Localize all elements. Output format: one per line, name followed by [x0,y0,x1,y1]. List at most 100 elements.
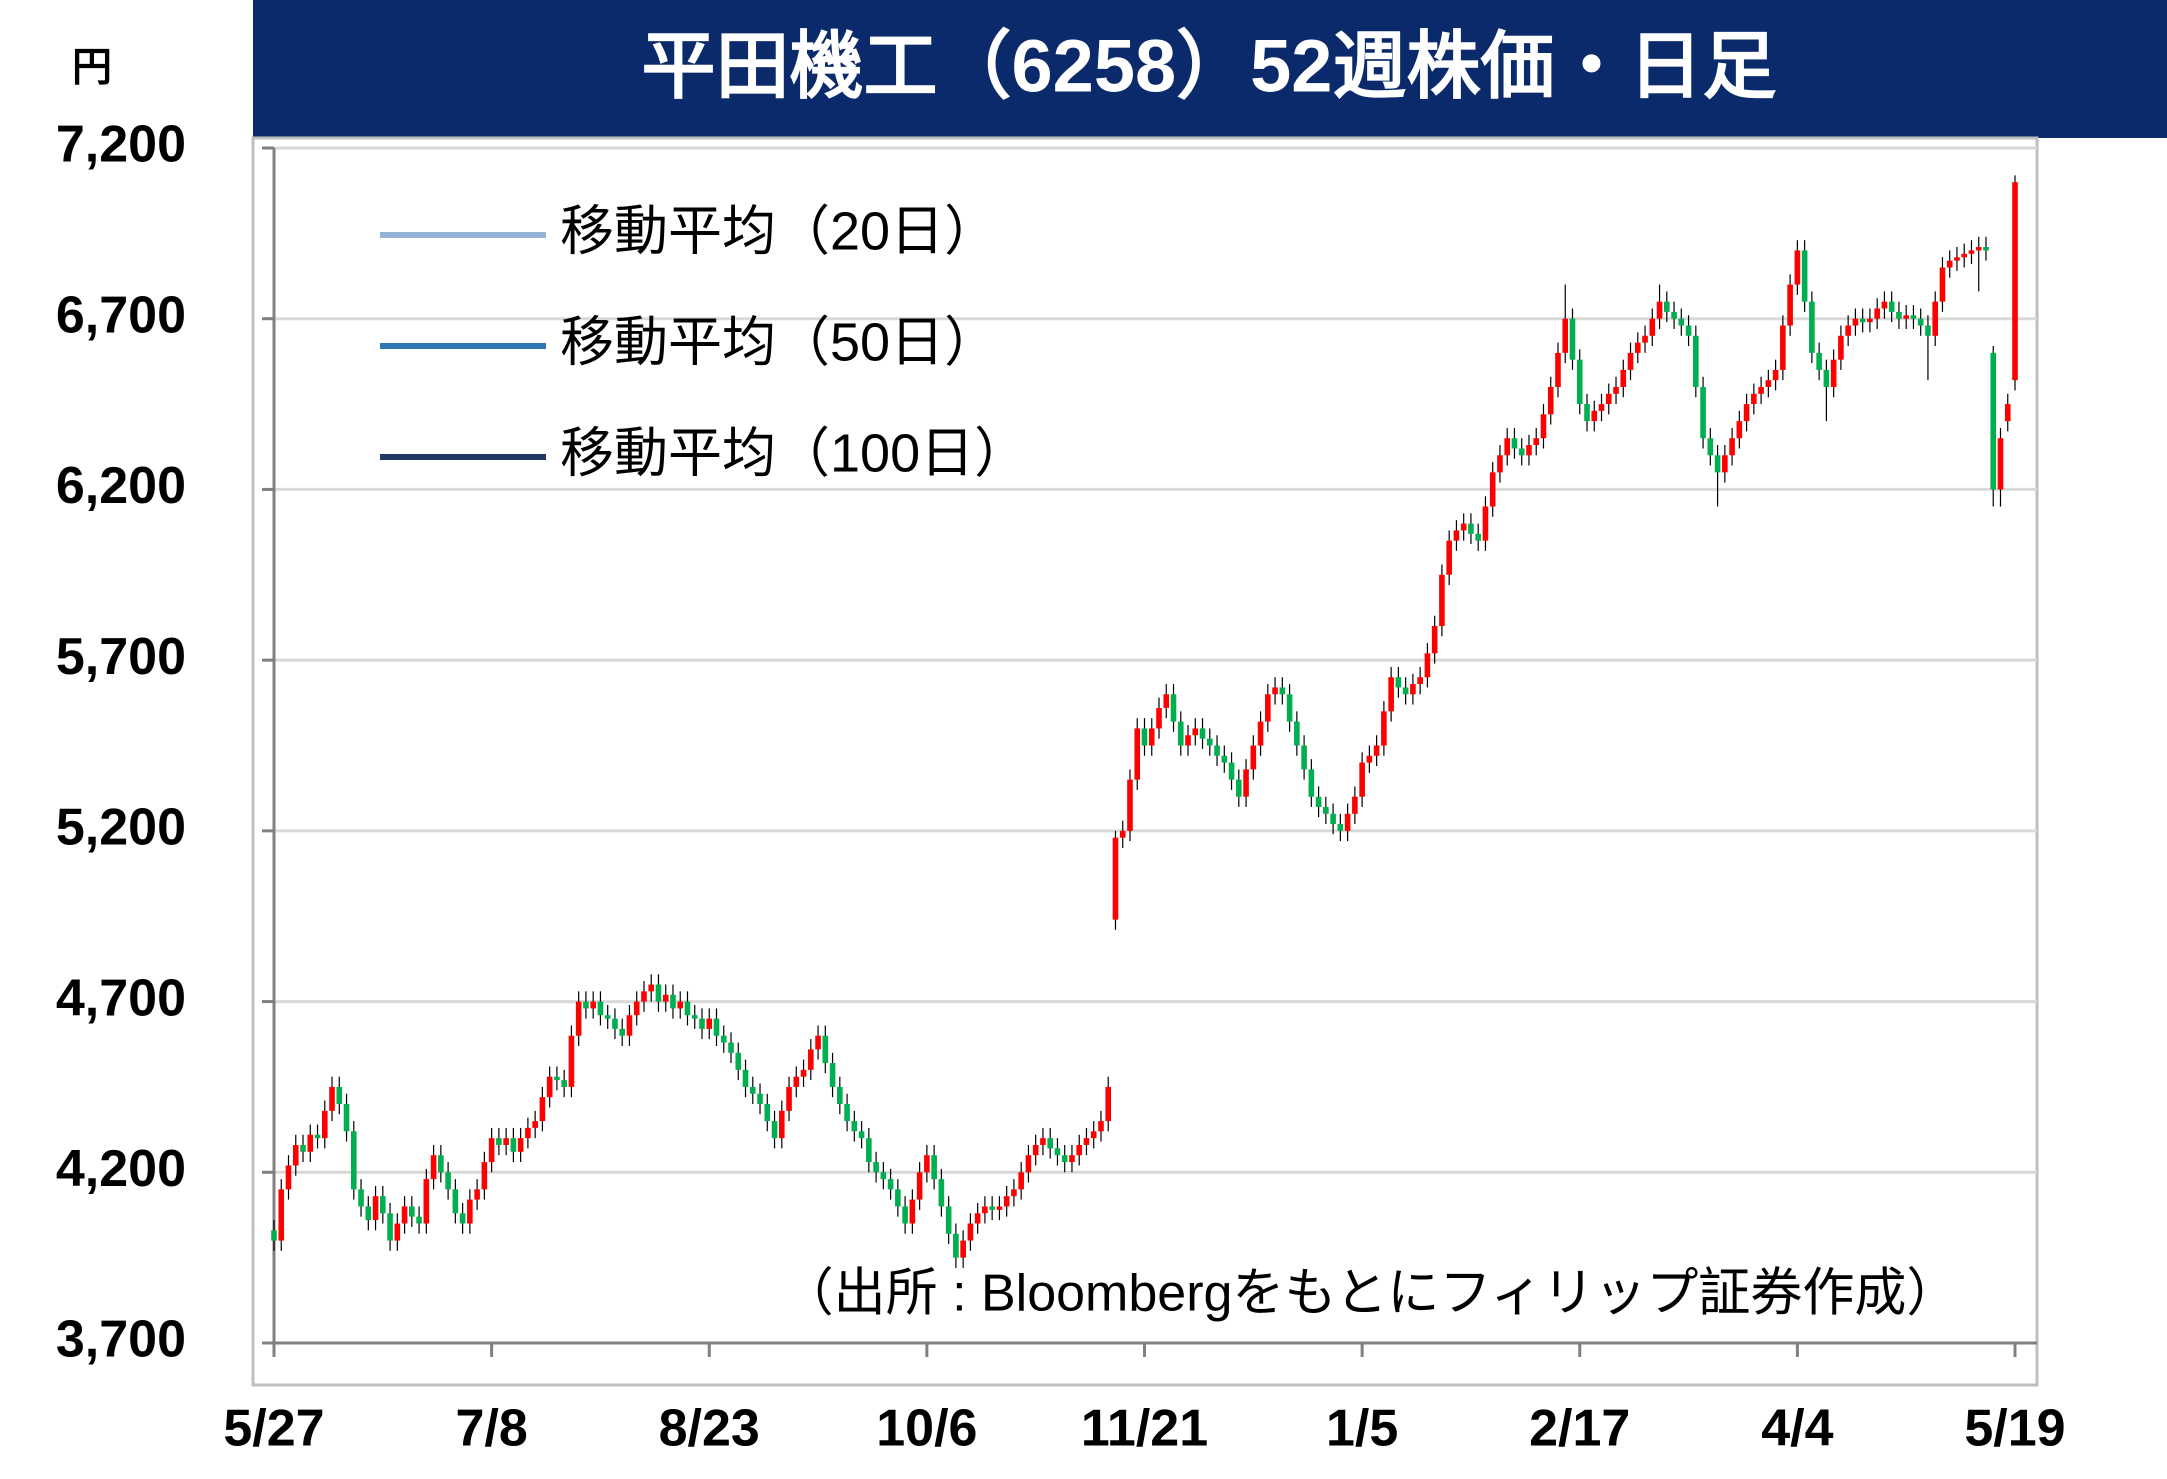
candle-body [1170,694,1177,722]
legend-label: 移動平均（50日） [560,312,998,372]
candle-body [300,1144,306,1152]
y-tick-label: 7,200 [56,116,186,174]
candle-body [757,1093,763,1104]
candle-body [575,1001,582,1036]
candle-body [1903,315,1909,319]
candle-body [1707,438,1714,456]
candle-body [1119,830,1126,838]
candle-body [1526,445,1532,456]
candle-body [1098,1121,1104,1132]
candle-body [1874,308,1880,319]
candle-body [1700,387,1706,439]
candle-body [1649,318,1656,336]
candle-body [691,1015,698,1019]
candle-body [1323,806,1329,814]
candle-body [1642,335,1648,343]
candle-body [488,1138,495,1163]
candle-body [1431,626,1438,654]
candle-body [1083,1138,1090,1145]
candle-body [525,1127,531,1139]
x-tick-label: 10/6 [876,1400,977,1458]
candle-body [1344,813,1351,831]
candle-body [1148,728,1155,746]
candle-body [1214,745,1220,756]
candle-body [1830,359,1837,387]
candle-body [1410,684,1416,695]
y-tick-label: 5,200 [56,799,186,857]
candle-body [1337,824,1344,831]
candle-body [1163,694,1170,708]
x-tick-label: 5/19 [1964,1400,2065,1458]
candle-body [1185,735,1191,746]
candle-body [1591,410,1598,422]
x-tick-label: 7/8 [455,1400,527,1458]
candle-body [924,1155,930,1173]
candle-body [1424,653,1431,678]
candle-body [960,1240,966,1258]
candle-body [387,1213,393,1241]
candle-body [1381,711,1387,746]
candle-body [474,1189,480,1200]
candle-body [1069,1155,1075,1163]
candle-body [1511,438,1518,449]
candle-body [365,1206,372,1221]
candle-body [1714,455,1721,473]
candle-body [496,1138,502,1145]
candle-body [1671,311,1677,319]
candle-body [1177,721,1184,746]
candle-body [546,1076,553,1098]
candle-body [597,1001,604,1016]
candle-body [1888,301,1895,312]
candle-body [1780,325,1786,370]
candle-body [1243,769,1249,797]
candle-body [1533,438,1540,446]
candle-body [372,1196,379,1221]
candle-body [633,1001,640,1016]
candle-body [822,1035,829,1064]
candle-body [641,991,647,1002]
candle-body [1330,813,1336,825]
candle-body [1751,393,1757,405]
candle-body [401,1206,408,1224]
candle-body [1743,404,1750,422]
candle-body [1859,318,1866,323]
candle-body [1925,325,1931,336]
candle-body [1402,687,1409,695]
candle-body [1134,728,1141,780]
candle-body [1816,352,1822,370]
candle-body [1301,745,1307,770]
candle-body [1518,448,1525,456]
candle-body [619,1028,625,1036]
candle-body [1547,387,1554,415]
candle-body [1939,267,1946,302]
candle-body [459,1213,466,1224]
candle-body [1983,247,1989,251]
candle-body [1482,506,1489,541]
title-bar [253,0,2167,138]
candle-body [1373,745,1380,756]
candle-body [1968,250,1975,254]
y-tick-label: 6,200 [56,457,186,515]
candle-body [1460,523,1467,531]
candle-body [670,994,676,1009]
candle-body [278,1189,285,1241]
chart-title: 平田機工（6258）52週株価・日足 [642,25,1777,108]
candle-body [1809,301,1815,353]
candle-body [858,1131,865,1139]
candle-body [1206,738,1213,746]
candle-body [1540,414,1547,439]
candle-body [1308,769,1315,797]
candle-body [1664,301,1670,312]
candle-body [561,1080,567,1087]
candle-body [728,1042,734,1053]
candle-body [2004,404,2011,422]
candle-body [1141,728,1148,746]
candle-body [1446,540,1452,575]
candle-body [909,1199,916,1224]
candle-body [800,1069,807,1077]
candle-body [1359,762,1365,797]
candle-body [271,1230,277,1241]
candle-body [648,984,655,992]
candle-body [735,1052,742,1070]
plot-frame [251,136,2039,1387]
